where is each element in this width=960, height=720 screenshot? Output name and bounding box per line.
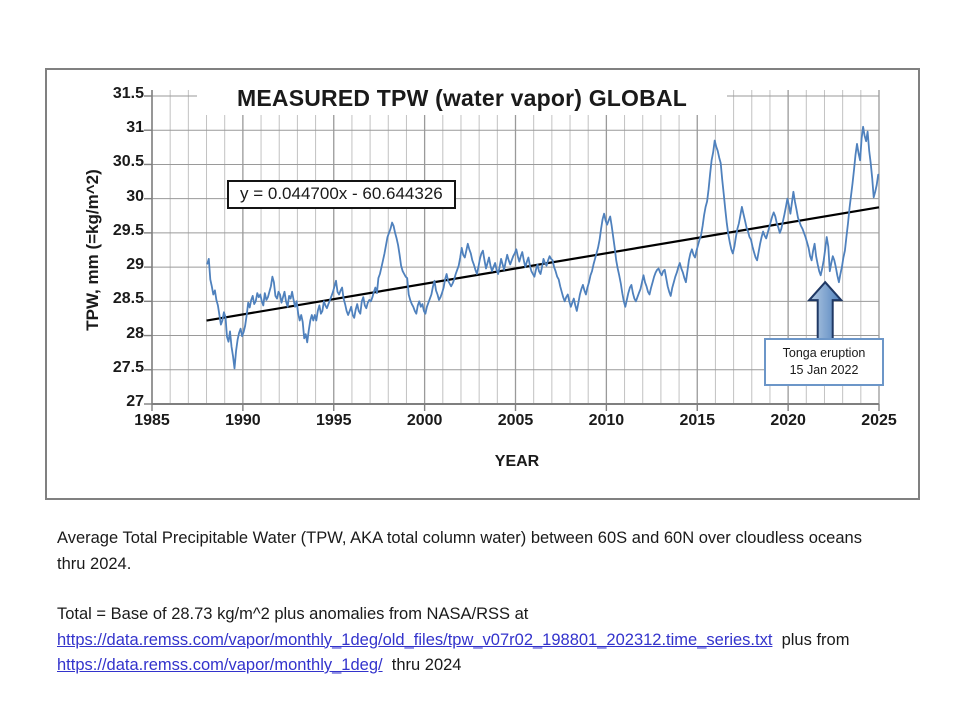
y-tick-label: 31.5 — [112, 85, 144, 102]
trendline-equation-label: y = 0.044700x - 60.644326 — [227, 180, 456, 209]
caption-line-4: https://data.remss.com/vapor/monthly_1de… — [57, 628, 917, 654]
x-axis-title: YEAR — [494, 453, 540, 470]
y-tick-label: 29 — [126, 256, 144, 274]
caption-line-1: Average Total Precipitable Water (TPW, A… — [57, 529, 862, 547]
y-tick-label: 30 — [126, 187, 144, 205]
caption-line-5: https://data.remss.com/vapor/monthly_1de… — [57, 653, 917, 679]
caption-link1-suffix: plus from — [772, 630, 850, 649]
tonga-eruption-line2: 15 Jan 2022 — [789, 363, 859, 377]
x-tick-label: 1995 — [315, 412, 352, 429]
tpw-chart-canvas — [144, 90, 880, 411]
y-tick-label: 28 — [126, 324, 144, 342]
chart-title: MEASURED TPW (water vapor) GLOBAL — [197, 82, 727, 115]
caption-link2-suffix: thru 2024 — [382, 656, 462, 674]
y-tick-label: 29.5 — [112, 221, 144, 239]
y-tick-label: 31 — [126, 119, 144, 137]
tonga-eruption-line1: Tonga eruption — [782, 346, 866, 360]
y-tick-label: 28.5 — [112, 290, 144, 308]
caption-block: Average Total Precipitable Water (TPW, A… — [57, 526, 917, 679]
tonga-eruption-callout: Tonga eruption 15 Jan 2022 — [764, 338, 884, 386]
chart-area: MEASURED TPW (water vapor) GLOBAL y = 0.… — [45, 68, 920, 500]
caption-line-3: Total = Base of 28.73 kg/m^2 plus anomal… — [57, 605, 529, 623]
remss-old-files-link[interactable]: https://data.remss.com/vapor/monthly_1de… — [57, 630, 773, 649]
x-tick-label: 2000 — [406, 412, 443, 429]
y-tick-label: 27.5 — [112, 358, 144, 376]
x-tick-label: 2005 — [497, 412, 534, 429]
tpw-series-line — [206, 125, 880, 370]
x-tick-label: 2010 — [588, 412, 625, 429]
remss-monthly-link[interactable]: https://data.remss.com/vapor/monthly_1de… — [57, 656, 383, 674]
x-tick-label: 2020 — [770, 412, 806, 429]
caption-line-2: thru 2024. — [57, 554, 132, 573]
caption-spacer — [57, 577, 917, 602]
x-tick-label: 1990 — [225, 412, 261, 429]
x-tick-label: 2015 — [679, 412, 716, 429]
x-tick-label: 1985 — [134, 412, 170, 429]
tonga-arrow-icon — [806, 280, 844, 341]
x-tick-label: 2025 — [861, 412, 897, 429]
y-tick-label: 27 — [126, 393, 144, 410]
y-tick-label: 30.5 — [112, 153, 144, 171]
